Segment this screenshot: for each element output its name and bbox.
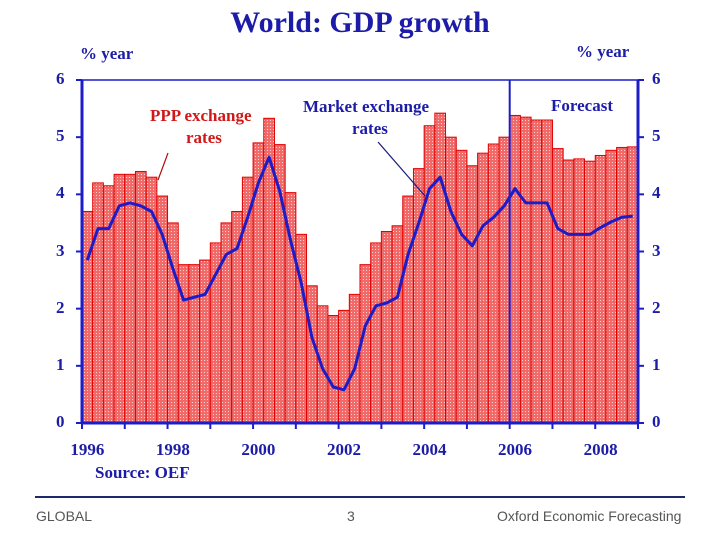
- forecast-label: Forecast: [551, 96, 613, 115]
- bar-ppp: [605, 149, 618, 424]
- bar-ppp: [391, 225, 404, 424]
- y-axis-label-left: % year: [80, 44, 134, 63]
- ppp-annotation: PPP exchange: [150, 106, 252, 125]
- bar-ppp: [445, 136, 457, 424]
- bar-ppp: [338, 309, 350, 424]
- bar-ppp: [541, 119, 553, 424]
- market-annotation: Market exchange: [303, 97, 430, 116]
- y-tick-label-right: 3: [652, 240, 661, 260]
- ppp-annotation-2: rates: [186, 128, 222, 147]
- bar-ppp: [327, 315, 340, 424]
- bar-ppp: [562, 159, 575, 424]
- bar-ppp: [455, 149, 468, 424]
- market-arrow: [377, 141, 426, 197]
- y-tick-label-left: 2: [56, 297, 65, 317]
- market-rates-line: [85, 155, 633, 392]
- y-tick-label-left: 3: [56, 240, 65, 260]
- bar-ppp: [498, 136, 511, 424]
- bar-ppp: [551, 148, 564, 424]
- y-tick-label-right: 2: [652, 297, 661, 317]
- market-annotation-2: rates: [352, 119, 388, 138]
- x-tick-label: 2002: [326, 440, 361, 459]
- footer-right: Oxford Economic Forecasting: [497, 508, 682, 524]
- bar-ppp: [466, 165, 479, 424]
- bar-ppp: [509, 114, 521, 424]
- bar-ppp: [188, 264, 201, 424]
- y-tick-label-right: 6: [652, 69, 661, 88]
- y-axis-label-right: % year: [576, 42, 630, 61]
- y-tick-label-left: 4: [56, 183, 65, 203]
- bar-ppp: [423, 125, 436, 424]
- chart-title: World: GDP growth: [230, 6, 490, 39]
- bar-ppp: [81, 210, 94, 424]
- y-tick-label-right: 4: [652, 183, 661, 203]
- x-tick-label: 2004: [412, 440, 447, 459]
- bar-ppp: [380, 230, 393, 424]
- x-tick-label: 1996: [70, 440, 105, 459]
- source-note: Source: OEF: [95, 463, 190, 482]
- x-tick-label: 2008: [583, 440, 618, 459]
- x-tick-label: 2000: [241, 440, 276, 459]
- bar-ppp: [626, 146, 639, 424]
- bar-ppp: [92, 182, 104, 424]
- bar-ppp: [530, 119, 543, 424]
- bar-ppp: [616, 146, 628, 424]
- y-tick-label-left: 6: [56, 69, 65, 88]
- ppp-arrow: [157, 152, 169, 181]
- y-tick-label-left: 5: [56, 126, 65, 146]
- bar-ppp: [584, 160, 596, 424]
- bar-ppp: [370, 242, 382, 424]
- y-tick-label-left: 1: [56, 354, 65, 374]
- bar-ppp: [487, 143, 500, 424]
- bar-ppp: [231, 210, 243, 424]
- page-number: 3: [347, 508, 355, 524]
- bar-ppp: [573, 158, 586, 424]
- y-tick-label-right: 0: [652, 412, 661, 431]
- bar-ppp: [156, 195, 169, 424]
- footer-left: GLOBAL: [36, 508, 93, 524]
- bar-ppp: [434, 112, 447, 424]
- y-tick-label-right: 1: [652, 354, 661, 374]
- bar-ppp: [124, 173, 136, 424]
- bar-ppp: [273, 144, 286, 424]
- bar-ppp: [594, 154, 607, 424]
- y-tick-label-left: 0: [56, 412, 65, 431]
- y-tick-label-right: 5: [652, 126, 661, 146]
- bar-ppp: [477, 152, 489, 424]
- x-tick-label: 2006: [498, 440, 533, 459]
- bar-ppp: [519, 116, 532, 424]
- bar-ppp: [402, 195, 414, 424]
- x-tick-label: 1998: [155, 440, 190, 459]
- bar-ppp: [306, 285, 318, 424]
